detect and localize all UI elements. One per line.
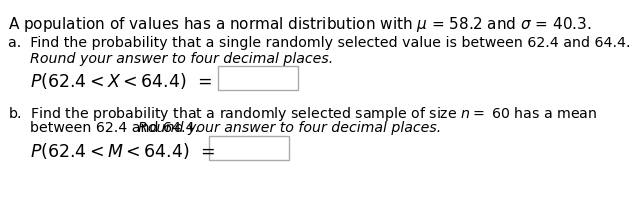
FancyBboxPatch shape [209,136,289,160]
FancyBboxPatch shape [218,66,298,90]
Text: $P(62.4 < X < 64.4)$  =: $P(62.4 < X < 64.4)$ = [30,71,212,91]
Text: A population of values has a normal distribution with $\mu$ = 58.2 and $\sigma$ : A population of values has a normal dist… [8,15,592,34]
Text: Round your answer to four decimal places.: Round your answer to four decimal places… [30,52,333,66]
Text: a.  Find the probability that a single randomly selected value is between 62.4 a: a. Find the probability that a single ra… [8,36,630,50]
Text: between 62.4 and 64.4.: between 62.4 and 64.4. [30,121,208,135]
Text: $P(62.4 < M < 64.4)$  =: $P(62.4 < M < 64.4)$ = [30,141,215,161]
Text: Round your answer to four decimal places.: Round your answer to four decimal places… [138,121,441,135]
Text: b.  Find the probability that a randomly selected sample of size $n =$ 60 has a : b. Find the probability that a randomly … [8,105,597,123]
